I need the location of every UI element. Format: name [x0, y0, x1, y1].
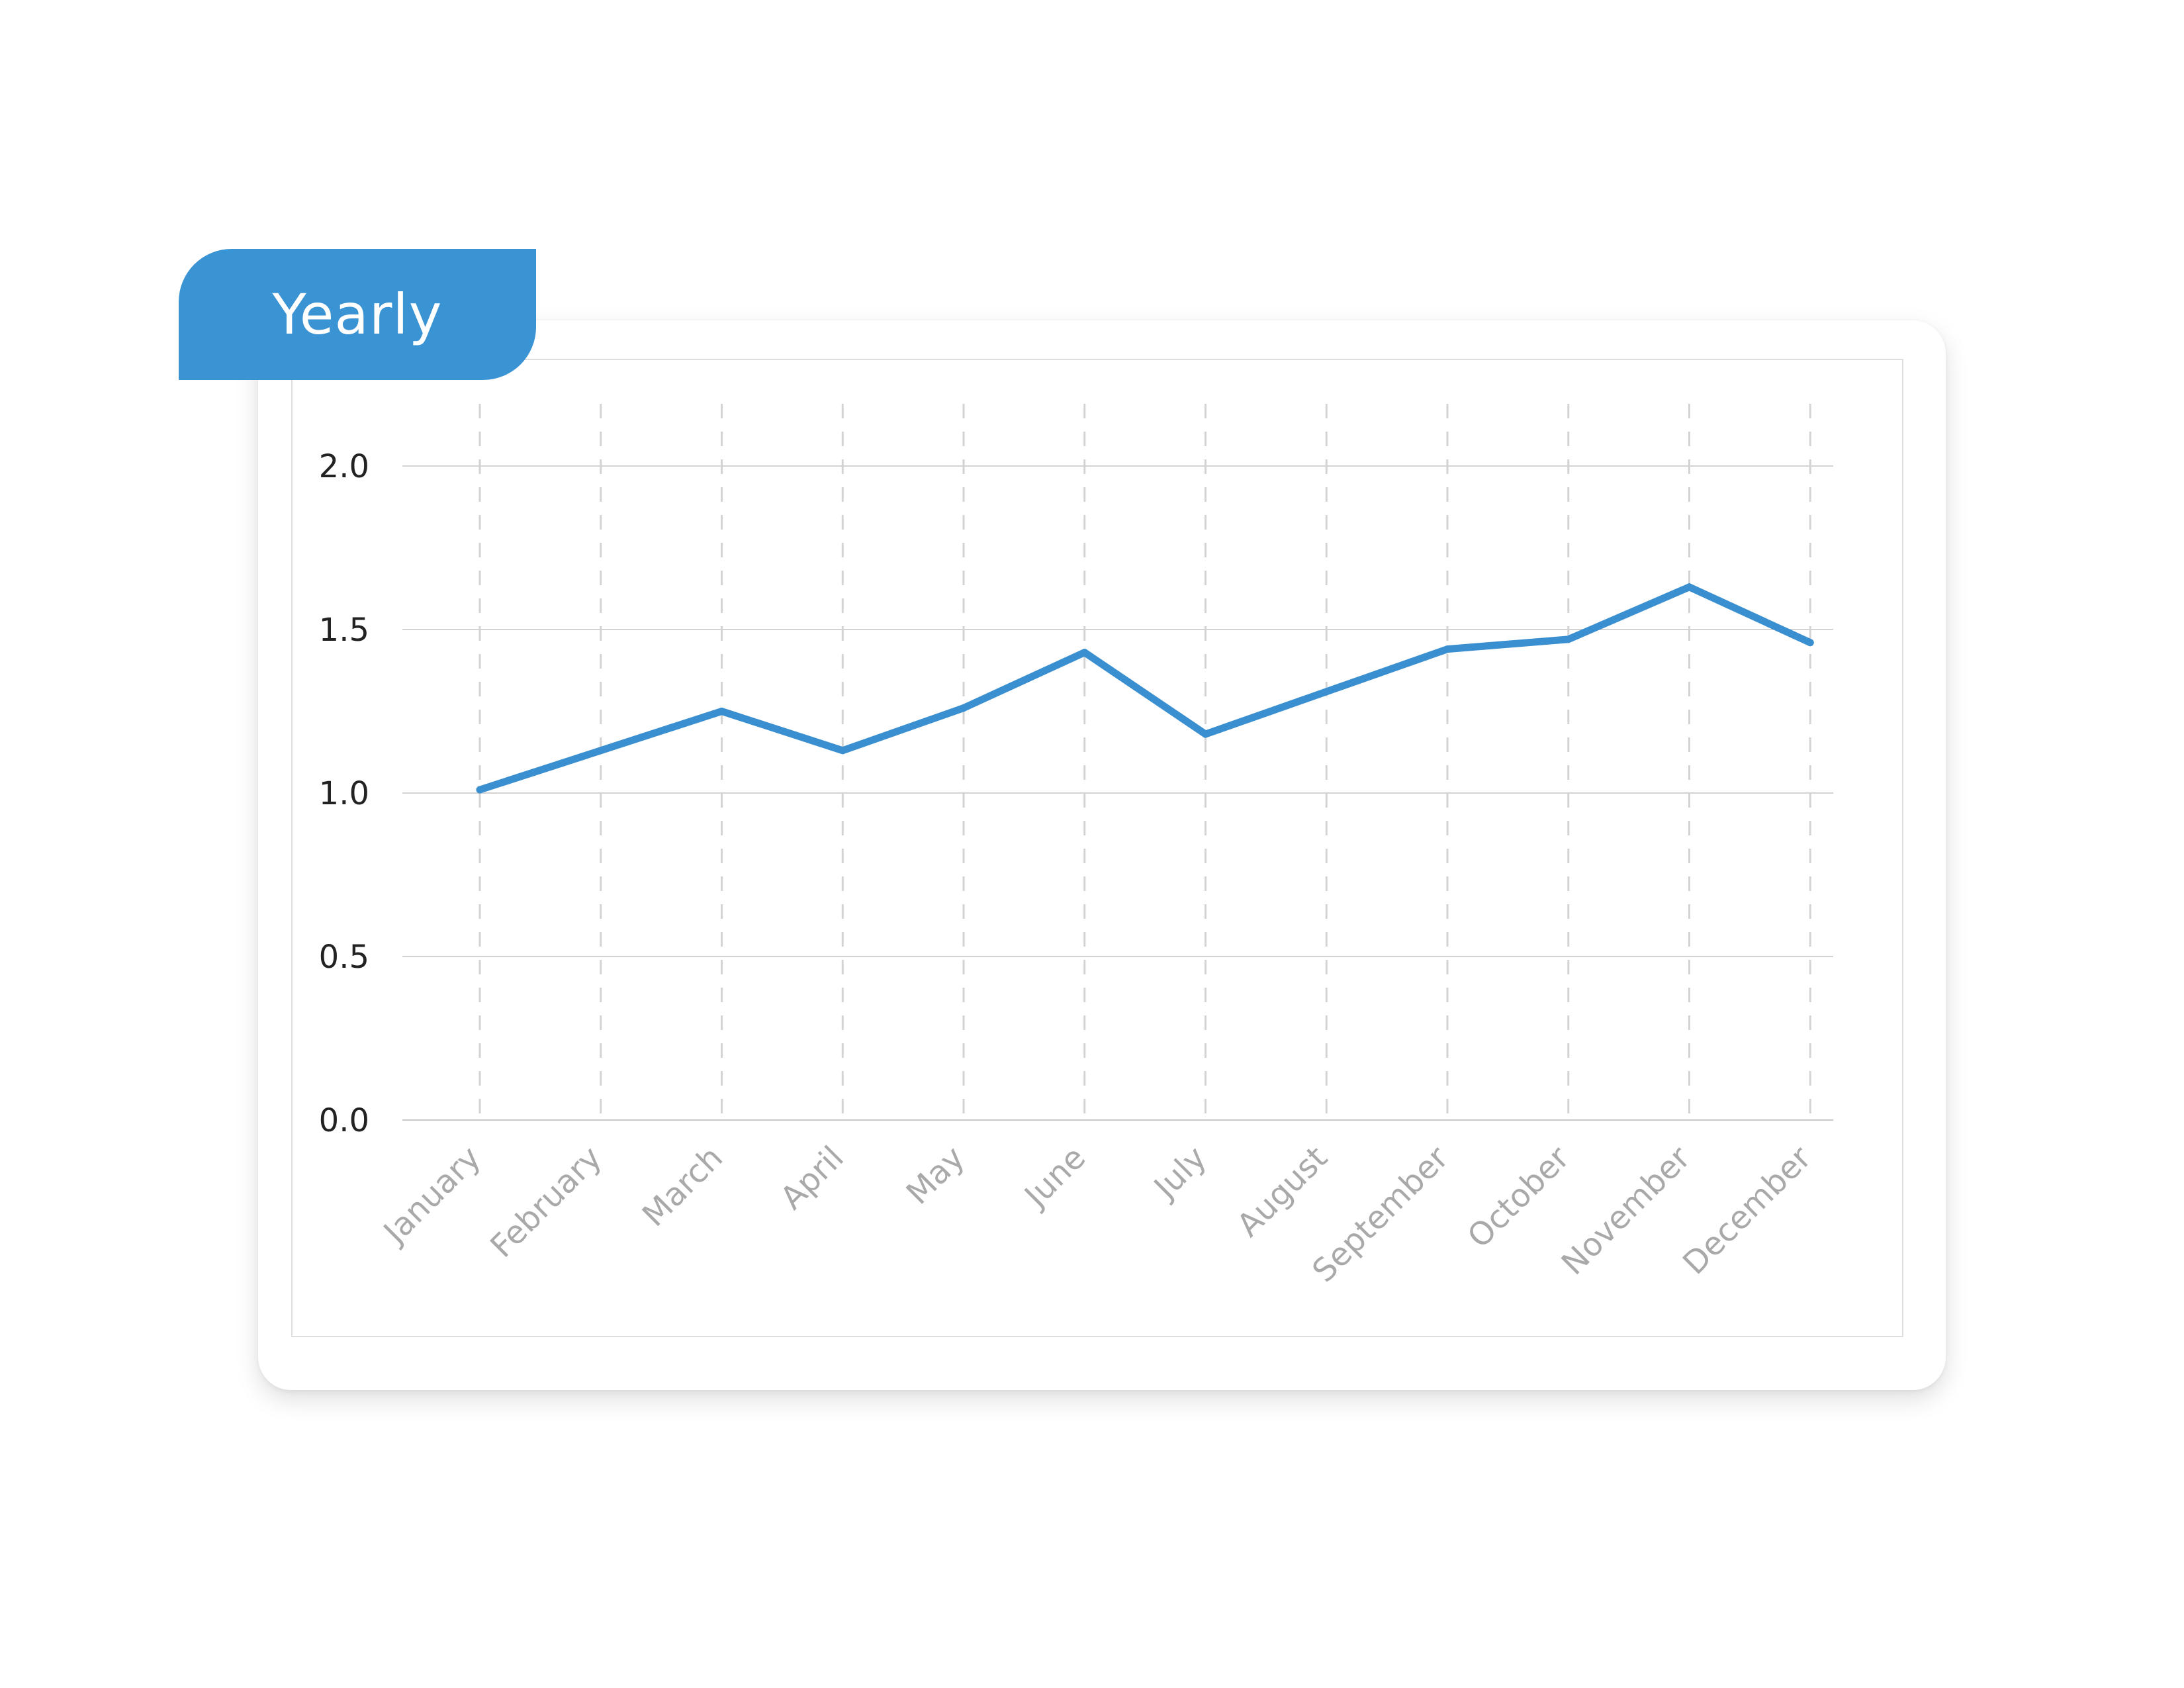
chart-card — [258, 320, 1946, 1390]
chart-frame — [291, 359, 1903, 1337]
period-tab-yearly[interactable]: Yearly — [179, 249, 536, 380]
period-tab-label: Yearly — [272, 282, 443, 347]
